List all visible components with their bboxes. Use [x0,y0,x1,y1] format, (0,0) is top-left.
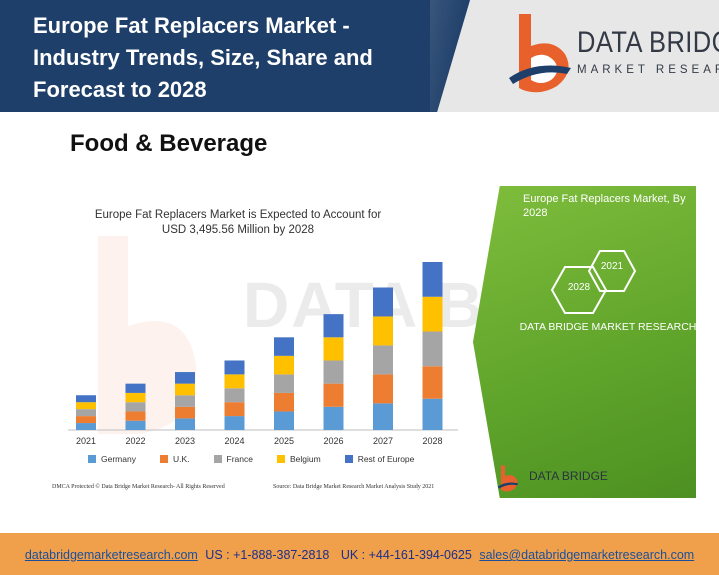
bar-segment-germany-2023 [175,418,195,430]
legend-swatch [276,455,285,463]
contact-line: databridgemarketresearch.com US : +1-888… [0,548,719,562]
bar-segment-france-2025 [274,374,294,393]
x-tick-label-2028: 2028 [422,436,442,446]
us-phone[interactable]: US : +1-888-387-2818 [205,548,330,562]
summary-panel: Europe Fat Replacers Market, By 2028 202… [473,186,696,498]
legend-item-france: France [213,454,253,464]
bar-segment-rest-of-europe-2022 [125,383,146,393]
chart-title: Europe Fat Replacers Market is Expected … [78,208,398,238]
data-bridge-logo[interactable]: DATA BRIDGE MARKET RESEARCH [505,10,719,100]
bar-segment-belgium-2021 [76,402,96,410]
x-tick-label-2025: 2025 [274,436,294,446]
bar-segment-germany-2025 [274,411,294,430]
logo-subtitle: MARKET RESEARCH [577,64,719,76]
legend-swatch [344,455,353,463]
stacked-bar-chart: 2021 2022 2023 2024 2025 2026 2027 2028 [68,262,458,446]
bar-segment-france-2024 [224,388,245,403]
legend-item-rest-of-europe: Rest of Europe [344,454,415,464]
panel-logo: DATA BRIDGE [493,464,633,494]
data-bridge-logo-icon [509,14,571,93]
bar-segment-belgium-2024 [224,374,245,389]
bar-segment-rest-of-europe-2025 [274,337,294,356]
legend-label: Belgium [289,454,321,464]
x-tick-label-2023: 2023 [175,436,195,446]
bar-segment-rest-of-europe-2027 [373,287,393,317]
legend-item-u-k-: U.K. [159,454,190,464]
x-tick-label-2022: 2022 [125,436,145,446]
email-link[interactable]: sales@databridgemarketresearch.com [479,548,695,562]
bar-segment-belgium-2028 [422,296,443,332]
bar-segment-u-k--2024 [224,402,245,417]
bar-segment-france-2023 [175,395,195,407]
bar-segment-france-2026 [323,360,344,384]
page-title: Europe Fat Replacers Market - Industry T… [33,13,373,102]
bar-segment-belgium-2026 [323,337,344,361]
hex-label-2021: 2021 [600,261,624,272]
legend-label: Rest of Europe [357,454,415,464]
x-tick-label-2027: 2027 [373,436,393,446]
hex-label-2028: 2028 [567,282,591,293]
hexagon-icon [551,266,607,314]
x-tick-label-2026: 2026 [323,436,343,446]
hexagon-icon [588,250,636,292]
x-tick-label-2021: 2021 [76,436,96,446]
chart-panel: DATA BRIDGE Europe Fat Replacers Market … [38,186,696,498]
bar-segment-germany-2026 [323,406,344,430]
bar-segment-france-2022 [125,402,146,412]
legend-label: Germany [101,454,136,464]
bar-segment-germany-2021 [76,423,96,430]
bar-segment-rest-of-europe-2021 [76,395,96,403]
legend-item-belgium: Belgium [276,454,321,464]
legend-label: U.K. [172,454,190,464]
bar-segment-belgium-2022 [125,392,146,403]
bar-segment-germany-2028 [422,398,443,430]
market-infographic: DATA BRIDGE Europe Fat Replacers Market … [38,186,696,498]
legend-swatch [159,455,168,463]
copyright-note: DMCA Protected © Data Bridge Market Rese… [52,484,225,490]
bar-segment-u-k--2022 [125,411,146,421]
logo-name: DATA BRIDGE [577,26,719,59]
category-label: Food & Beverage [70,130,268,157]
contact-footer: databridgemarketresearch.com US : +1-888… [0,533,719,575]
bar-segment-rest-of-europe-2026 [323,314,344,338]
legend-swatch [88,455,96,463]
chart-title-line-2: USD 3,495.56 Million by 2028 [161,224,315,236]
bar-segment-u-k--2021 [76,416,96,424]
bar-segment-germany-2022 [125,420,146,430]
bar-segment-france-2027 [373,345,393,375]
chart-legend: Germany U.K. France Belgium Rest of Europe [88,454,438,464]
bar-segment-france-2021 [76,409,96,417]
bar-segment-belgium-2023 [175,383,195,396]
bar-segment-rest-of-europe-2023 [175,372,195,384]
panel-logo-text: DATA BRIDGE [529,469,608,483]
website-link[interactable]: databridgemarketresearch.com [24,548,198,562]
watermark-logo-icon [98,236,197,434]
bar-segment-germany-2027 [373,403,393,430]
x-tick-label-2024: 2024 [224,436,244,446]
bar-segment-france-2028 [422,331,443,367]
bar-segment-rest-of-europe-2024 [224,360,245,375]
bar-segment-belgium-2025 [274,355,294,375]
source-note: Source: Data Bridge Market Research Mark… [273,484,435,490]
bar-segment-u-k--2026 [323,383,344,407]
bar-segment-rest-of-europe-2028 [422,262,443,297]
bar-segment-belgium-2027 [373,316,393,346]
data-bridge-logo-icon [497,465,519,492]
chart-title-line-1: Europe Fat Replacers Market is Expected … [94,209,382,221]
summary-company: DATA BRIDGE MARKET RESEARCH [519,321,697,333]
uk-phone[interactable]: UK : +44-161-394-0625 [340,548,472,562]
legend-label: France [226,454,253,464]
bar-segment-u-k--2027 [373,374,393,404]
page-header: Europe Fat Replacers Market - Industry T… [0,0,719,112]
bar-segment-u-k--2028 [422,366,443,399]
legend-item-germany: Germany [88,454,136,464]
bar-segment-u-k--2023 [175,406,195,419]
legend-swatch [213,455,222,463]
bar-segment-u-k--2025 [274,392,294,412]
summary-title: Europe Fat Replacers Market, By 2028 [523,193,686,219]
bar-segment-germany-2024 [224,416,245,430]
